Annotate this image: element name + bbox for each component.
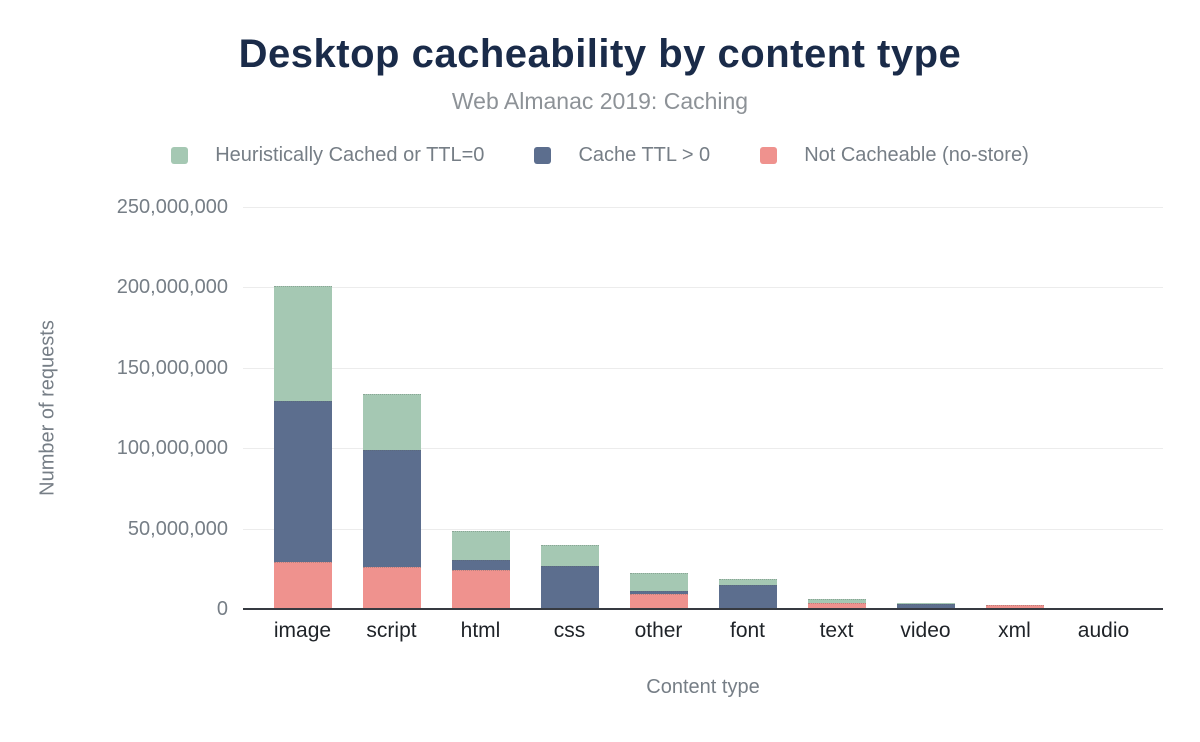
legend-label: Not Cacheable (no-store) bbox=[804, 143, 1029, 166]
y-tick-label: 150,000,000 bbox=[116, 356, 228, 379]
y-tick-label: 100,000,000 bbox=[116, 437, 228, 460]
x-category-label-css: css bbox=[553, 619, 586, 642]
chart-subtitle: Web Almanac 2019: Caching bbox=[451, 88, 749, 114]
y-tick-label: 0 bbox=[216, 598, 228, 620]
legend-swatch-green bbox=[171, 146, 189, 164]
gridline bbox=[243, 448, 1163, 450]
legend-label: Cache TTL > 0 bbox=[578, 143, 711, 166]
bar-segment-script-series-3[interactable] bbox=[362, 393, 421, 450]
x-category-label-html: html bbox=[460, 619, 501, 642]
bar-segment-other-series-2[interactable] bbox=[629, 591, 688, 594]
bar-segment-image-series-3[interactable] bbox=[273, 285, 332, 401]
y-tick-label: 250,000,000 bbox=[116, 196, 228, 218]
gridline bbox=[243, 287, 1163, 289]
bar-html bbox=[436, 207, 525, 609]
bar-segment-css-series-2[interactable] bbox=[540, 566, 599, 609]
bar-text bbox=[792, 207, 881, 609]
legend-item-3: Not Cacheable (no-store) bbox=[760, 144, 1029, 167]
gridline bbox=[243, 367, 1163, 369]
x-axis-title: Content type bbox=[646, 676, 760, 698]
bar-segment-video-series-2[interactable] bbox=[896, 604, 955, 609]
bar-segment-other-series-3[interactable] bbox=[629, 572, 688, 592]
y-tick-label: 200,000,000 bbox=[116, 276, 228, 299]
x-axis-line bbox=[243, 608, 1163, 610]
bar-segment-font-series-3[interactable] bbox=[718, 579, 777, 585]
x-axis-category-labels: image script html css other font text video xml a… bbox=[243, 619, 1163, 643]
x-category-label-image: image bbox=[273, 619, 332, 642]
bar-video bbox=[881, 207, 970, 609]
bar-font bbox=[703, 207, 792, 609]
x-category-label-xml: xml bbox=[998, 619, 1031, 642]
bar-other bbox=[614, 207, 703, 609]
bar-segment-text-series-1[interactable] bbox=[807, 603, 866, 609]
bar-segment-html-series-1[interactable] bbox=[451, 570, 510, 609]
bar-audio bbox=[1059, 207, 1148, 609]
x-category-label-other: other bbox=[634, 619, 683, 642]
x-category-label-audio: audio bbox=[1077, 619, 1130, 642]
x-category-label-text: text bbox=[819, 619, 854, 642]
legend-swatch-blue bbox=[534, 146, 552, 164]
gridline bbox=[243, 207, 1163, 208]
bar-segment-text-series-3[interactable] bbox=[807, 599, 866, 604]
x-category-label-script: script bbox=[366, 619, 417, 642]
gridline bbox=[243, 528, 1163, 530]
bar-xml bbox=[970, 207, 1059, 609]
bars-container bbox=[243, 207, 1163, 609]
bar-segment-html-series-3[interactable] bbox=[451, 531, 510, 560]
bar-segment-image-series-1[interactable] bbox=[273, 562, 332, 609]
bar-segment-font-series-2[interactable] bbox=[718, 584, 777, 609]
legend-item-1: Heuristically Cached or TTL=0 bbox=[171, 144, 484, 167]
bar-script bbox=[347, 207, 436, 609]
y-axis-tick-labels: 250,000,000 200,000,000 150,000,000 100,000… bbox=[0, 196, 228, 620]
bar-segment-video-series-3[interactable] bbox=[896, 602, 955, 605]
bar-segment-image-series-2[interactable] bbox=[273, 400, 332, 563]
bar-segment-html-series-2[interactable] bbox=[451, 559, 510, 571]
y-tick-label: 50,000,000 bbox=[127, 517, 228, 540]
bar-segment-css-series-3[interactable] bbox=[540, 544, 599, 567]
legend-label: Heuristically Cached or TTL=0 bbox=[215, 143, 485, 166]
legend-swatch-pink bbox=[760, 146, 778, 164]
bar-css bbox=[525, 207, 614, 609]
plot-area bbox=[243, 207, 1163, 610]
bar-segment-xml-series-1[interactable] bbox=[985, 605, 1044, 609]
x-category-label-font: font bbox=[729, 619, 766, 642]
bar-image bbox=[258, 207, 347, 609]
legend: Heuristically Cached or TTL=0 Cache TTL >… bbox=[0, 144, 1200, 166]
chart-title: Desktop cacheability by content type bbox=[238, 32, 962, 76]
bar-segment-other-series-1[interactable] bbox=[629, 593, 688, 609]
legend-item-2: Cache TTL > 0 bbox=[534, 144, 710, 167]
bar-segment-script-series-2[interactable] bbox=[362, 449, 421, 568]
x-category-label-video: video bbox=[900, 619, 951, 642]
bar-segment-script-series-1[interactable] bbox=[362, 567, 421, 609]
